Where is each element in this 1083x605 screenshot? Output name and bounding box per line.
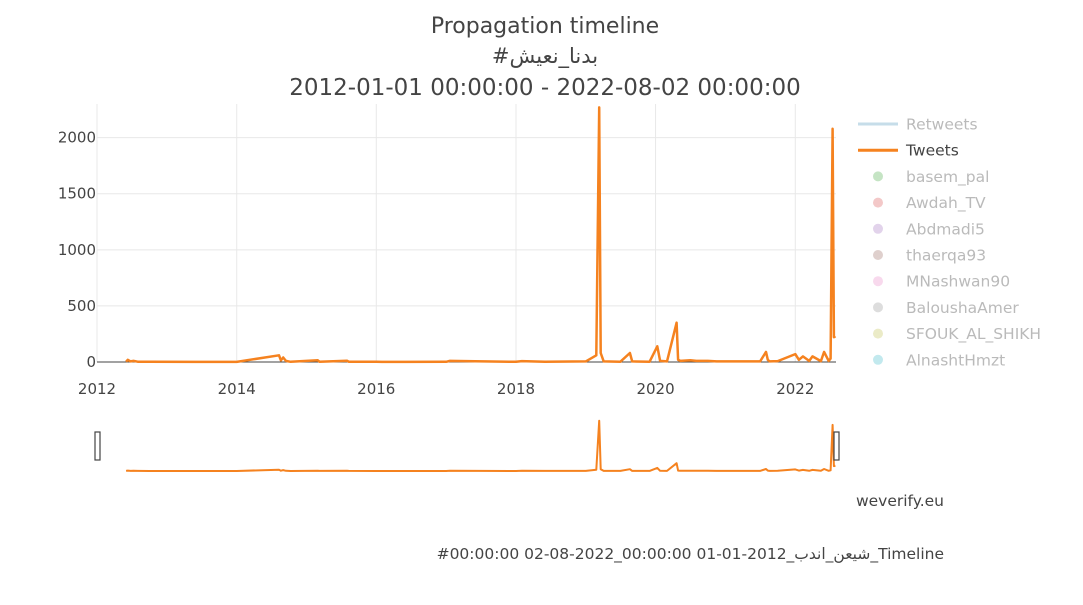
legend-item-mnashwan90[interactable]: MNashwan90 [873,273,1010,291]
legend-marker-swatch [873,171,883,182]
range-slider-right-handle[interactable] [833,431,840,461]
y-tick-label: 500 [67,297,96,315]
legend-label: AlnashtHmzt [906,351,1005,369]
legend-label: MNashwan90 [906,273,1010,291]
y-tick-label: 1500 [58,185,96,203]
y-tick-label: 0 [86,353,96,371]
legend-item-basem-pal[interactable]: basem_pal [873,168,989,187]
legend-label: thaerqa93 [906,247,986,265]
legend-label: Retweets [906,116,978,134]
chart-title: Propagation timeline [431,14,659,39]
x-tick-label: 2012 [78,380,116,398]
x-tick-label: 2014 [218,380,256,398]
y-tick-label: 2000 [58,129,96,147]
x-tick-label: 2018 [497,380,535,398]
range-slider-series-line [125,419,836,472]
legend-item-sfouk-al-shikh[interactable]: SFOUK_AL_SHIKH [873,325,1041,344]
legend-marker-swatch [873,302,883,313]
grid-lines [96,104,836,362]
legend-item-tweets[interactable]: Tweets [858,142,959,160]
plot-area[interactable] [125,106,837,364]
chart-subtitle-hashtag: #بدنا_نعيش [492,44,598,69]
range-slider[interactable] [94,419,840,472]
watermark: weverify.eu [856,492,944,510]
legend-item-retweets[interactable]: Retweets [858,116,978,134]
legend-marker-swatch [873,328,883,339]
x-tick-label: 2022 [776,380,814,398]
legend-item-awdah-tv[interactable]: Awdah_TV [873,194,986,213]
legend-item-abdmadi5[interactable]: Abdmadi5 [873,220,985,238]
legend-marker-swatch [873,354,883,365]
legend-item-bal-ushaamer[interactable]: BalоushaAmer [873,299,1019,317]
legend-label: Tweets [905,142,959,160]
legend-marker-swatch [873,197,883,208]
x-axis-ticks: 2012 2014 2016 2018 2020 2022 [78,380,814,398]
legend-label: Abdmadi5 [906,220,985,238]
chart-date-range: 2012-01-01 00:00:00 - 2022-08-02 00:00:0… [289,75,800,101]
x-tick-label: 2020 [636,380,674,398]
legend-marker-swatch [873,223,883,234]
legend-label: basem_pal [906,168,989,187]
footer-filename: #00:00:00 02-08-2022_00:00:00 01-01-2012… [437,545,944,564]
x-tick-label: 2016 [357,380,395,398]
legend-item-alnashthmzt[interactable]: AlnashtHmzt [873,351,1005,369]
y-axis-ticks: 0 500 1000 1500 2000 [58,129,96,371]
legend-label: SFOUK_AL_SHIKH [906,325,1041,344]
legend-marker-swatch [873,276,883,287]
series-line-tweets[interactable] [125,106,837,364]
range-slider-left-handle[interactable] [94,431,101,461]
legend-label: BalоushaAmer [906,299,1019,317]
legend-label: Awdah_TV [906,194,986,213]
y-tick-label: 1000 [58,241,96,259]
legend-marker-swatch [873,250,883,260]
legend: Retweets Tweets basem_pal Awdah_TV Abdmadi5 t… [858,116,1041,369]
legend-item-thaerqa93[interactable]: thaerqa93 [873,247,986,265]
range-slider-preview [125,419,836,472]
